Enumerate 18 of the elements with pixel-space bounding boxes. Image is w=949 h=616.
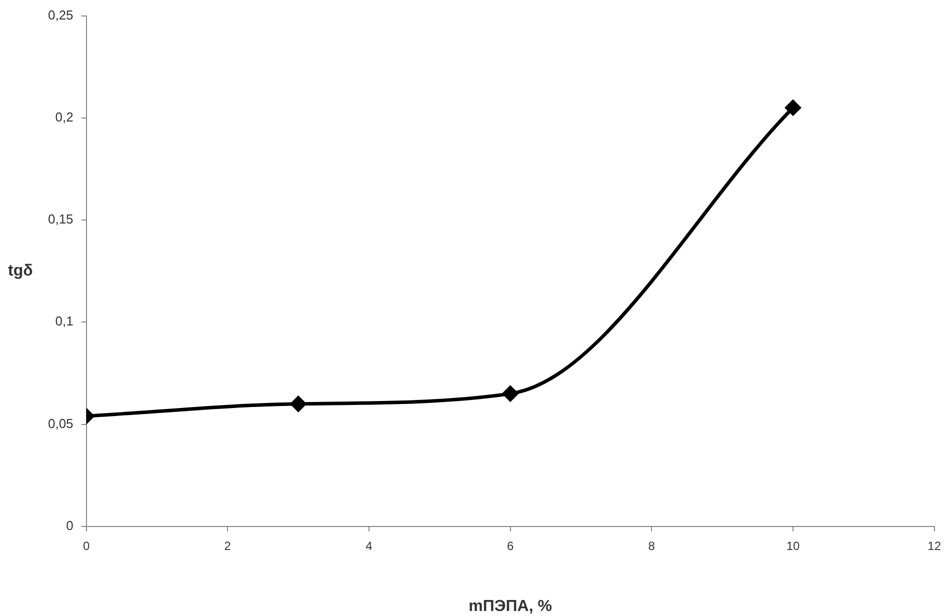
y-tick-label: 0,1 xyxy=(55,314,74,329)
x-tick-label: 8 xyxy=(648,538,656,553)
y-tick-label: 0,2 xyxy=(55,110,74,124)
y-tick-label: 0 xyxy=(66,518,74,533)
x-tick-label: 6 xyxy=(506,538,514,553)
y-tick-label: 0,05 xyxy=(48,416,74,431)
point xyxy=(502,386,518,402)
x-tick-label: 4 xyxy=(366,538,373,553)
point xyxy=(785,100,801,116)
x-tick-label: 2 xyxy=(224,538,232,553)
x-tick-label: 0 xyxy=(82,538,90,553)
y-axis-title: tgδ xyxy=(8,262,34,280)
point xyxy=(290,396,306,412)
y-tick-label: 0,25 xyxy=(48,7,74,22)
x-tick-label: 10 xyxy=(786,538,800,553)
x-axis-title: mПЭПА, % xyxy=(468,598,552,615)
x-tick-label: 12 xyxy=(928,538,942,553)
y-tick-label: 0,15 xyxy=(48,212,74,227)
